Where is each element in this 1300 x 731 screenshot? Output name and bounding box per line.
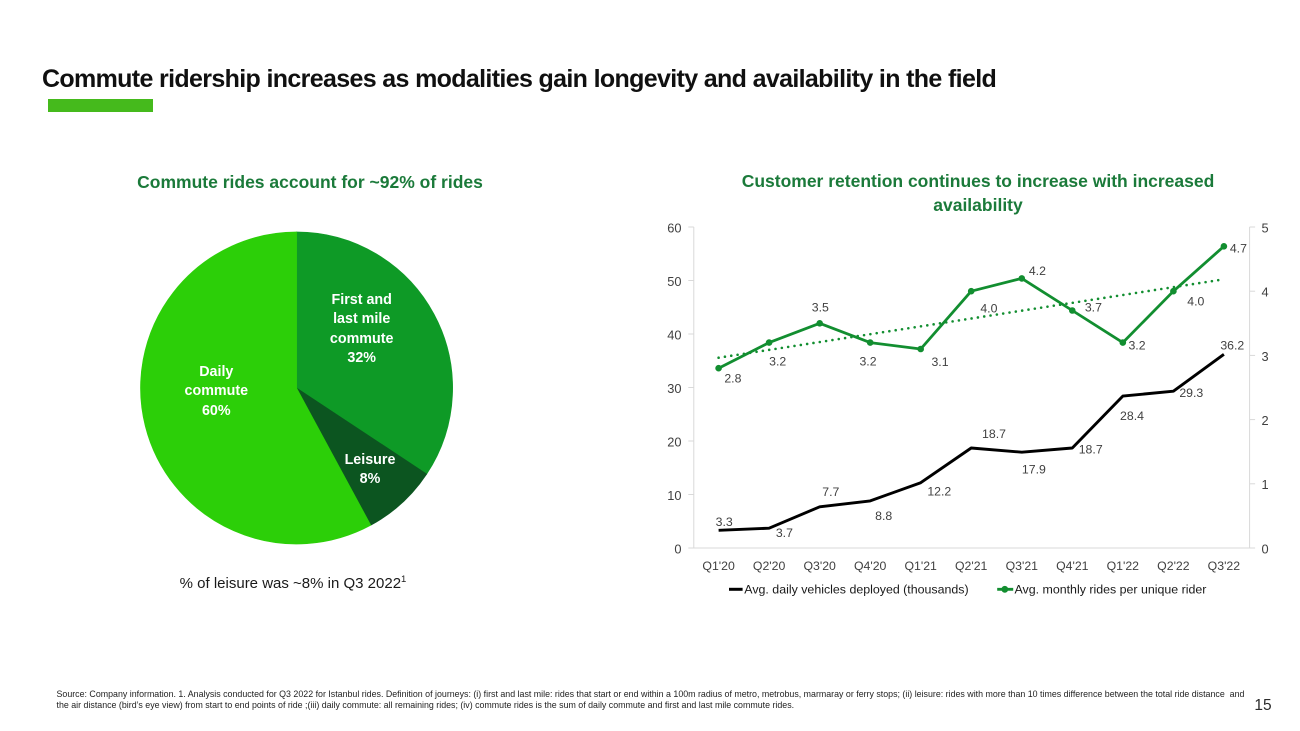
svg-text:5: 5 [1262,220,1269,235]
svg-text:0: 0 [674,541,681,556]
svg-text:Q2'21: Q2'21 [955,559,988,573]
svg-text:Q2'22: Q2'22 [1157,559,1190,573]
svg-text:29.3: 29.3 [1179,386,1203,400]
svg-text:40: 40 [667,327,681,342]
svg-text:18.7: 18.7 [1079,443,1103,457]
svg-text:4.2: 4.2 [1029,264,1046,278]
svg-text:4: 4 [1262,285,1269,300]
svg-text:Avg. daily vehicles deployed (: Avg. daily vehicles deployed (thousands) [744,583,968,597]
svg-text:36.2: 36.2 [1220,338,1244,352]
svg-text:3.5: 3.5 [812,301,829,315]
svg-text:20: 20 [667,434,681,449]
svg-text:28.4: 28.4 [1120,409,1144,423]
svg-text:Q3'22: Q3'22 [1208,559,1241,573]
svg-text:3.1: 3.1 [931,355,948,369]
svg-text:10: 10 [667,488,681,503]
svg-text:Q3'20: Q3'20 [803,559,836,573]
svg-text:3.7: 3.7 [776,526,793,540]
svg-text:3: 3 [1262,349,1269,364]
svg-text:Q1'22: Q1'22 [1107,559,1140,573]
svg-text:3.2: 3.2 [1128,339,1145,353]
svg-text:4.7: 4.7 [1230,241,1247,255]
svg-text:0: 0 [1262,541,1269,556]
svg-text:3.2: 3.2 [859,355,876,369]
svg-text:Q4'21: Q4'21 [1056,559,1089,573]
svg-text:30: 30 [667,381,681,396]
svg-text:17.9: 17.9 [1022,463,1046,477]
svg-text:1: 1 [1262,477,1269,492]
svg-text:Q1'20: Q1'20 [702,559,735,573]
svg-text:12.2: 12.2 [927,485,951,499]
svg-text:2.8: 2.8 [724,371,741,385]
svg-text:50: 50 [667,274,681,289]
svg-text:7.7: 7.7 [822,485,839,499]
svg-text:Avg. monthly rides per unique: Avg. monthly rides per unique rider [1015,583,1207,597]
svg-text:2: 2 [1262,413,1269,428]
svg-text:Q4'20: Q4'20 [854,559,887,573]
svg-text:3.7: 3.7 [1085,300,1102,314]
svg-text:3.2: 3.2 [769,355,786,369]
svg-text:3.3: 3.3 [716,515,733,529]
svg-text:Q3'21: Q3'21 [1006,559,1039,573]
svg-text:4.0: 4.0 [980,301,997,315]
svg-text:Q2'20: Q2'20 [753,559,786,573]
svg-text:60: 60 [667,220,681,235]
svg-text:8.8: 8.8 [875,509,892,523]
svg-text:Q1'21: Q1'21 [904,559,937,573]
svg-text:18.7: 18.7 [982,427,1006,441]
svg-text:4.0: 4.0 [1187,295,1204,309]
